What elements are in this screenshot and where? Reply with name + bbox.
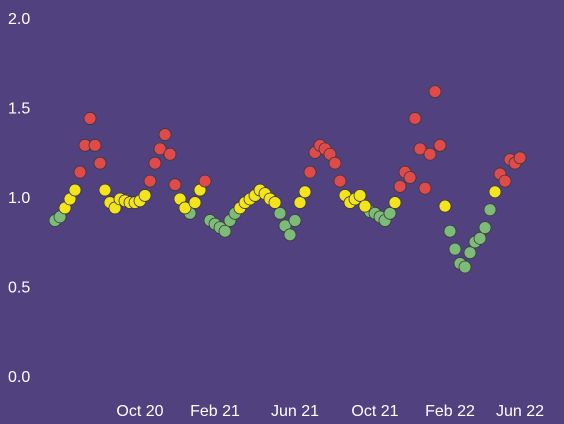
- point: [488, 185, 502, 199]
- point: [98, 183, 112, 197]
- point: [298, 185, 312, 199]
- point: [188, 196, 202, 209]
- point: [148, 156, 162, 170]
- point: [303, 165, 317, 179]
- y-tick-label: 0.0: [8, 369, 30, 386]
- point: [138, 189, 152, 202]
- y-tick-label: 0.5: [8, 280, 30, 297]
- point: [83, 112, 97, 125]
- point: [268, 196, 282, 209]
- point: [513, 151, 527, 165]
- point: [143, 174, 157, 188]
- x-tick-label: Jun 21: [271, 403, 319, 420]
- y-tick-label: 1.0: [8, 190, 30, 207]
- point: [333, 174, 347, 188]
- point: [393, 180, 407, 193]
- point: [433, 138, 447, 152]
- point: [448, 242, 462, 256]
- point: [423, 147, 437, 161]
- point: [168, 178, 182, 192]
- point: [478, 221, 492, 235]
- point: [328, 156, 342, 170]
- point: [438, 199, 452, 213]
- point: [353, 189, 367, 202]
- point: [88, 138, 102, 152]
- point: [408, 112, 422, 125]
- point: [458, 260, 472, 274]
- point: [288, 214, 302, 227]
- point: [473, 231, 487, 245]
- point: [178, 201, 192, 215]
- x-tick-label: Oct 20: [116, 403, 163, 420]
- x-tick-label: Jun 22: [496, 403, 544, 420]
- point: [443, 224, 457, 238]
- point: [73, 165, 87, 179]
- point: [293, 196, 307, 209]
- point: [218, 224, 232, 238]
- x-tick-label: Oct 21: [351, 403, 398, 420]
- point: [198, 174, 212, 188]
- point: [403, 171, 417, 184]
- point: [283, 228, 297, 242]
- point: [383, 206, 397, 220]
- point: [463, 246, 477, 260]
- point: [93, 156, 107, 170]
- point: [498, 174, 512, 188]
- x-tick-label: Feb 22: [425, 403, 475, 420]
- point: [413, 142, 427, 156]
- point: [158, 128, 172, 141]
- point: [483, 203, 497, 217]
- point: [153, 142, 167, 156]
- point: [388, 196, 402, 209]
- point: [428, 85, 442, 98]
- point: [68, 183, 82, 197]
- point: [273, 206, 287, 220]
- y-tick-label: 1.5: [8, 101, 30, 118]
- y-tick-label: 2.0: [8, 11, 30, 28]
- point: [418, 181, 432, 195]
- point: [358, 199, 372, 213]
- point: [163, 147, 177, 161]
- x-tick-label: Feb 21: [190, 403, 240, 420]
